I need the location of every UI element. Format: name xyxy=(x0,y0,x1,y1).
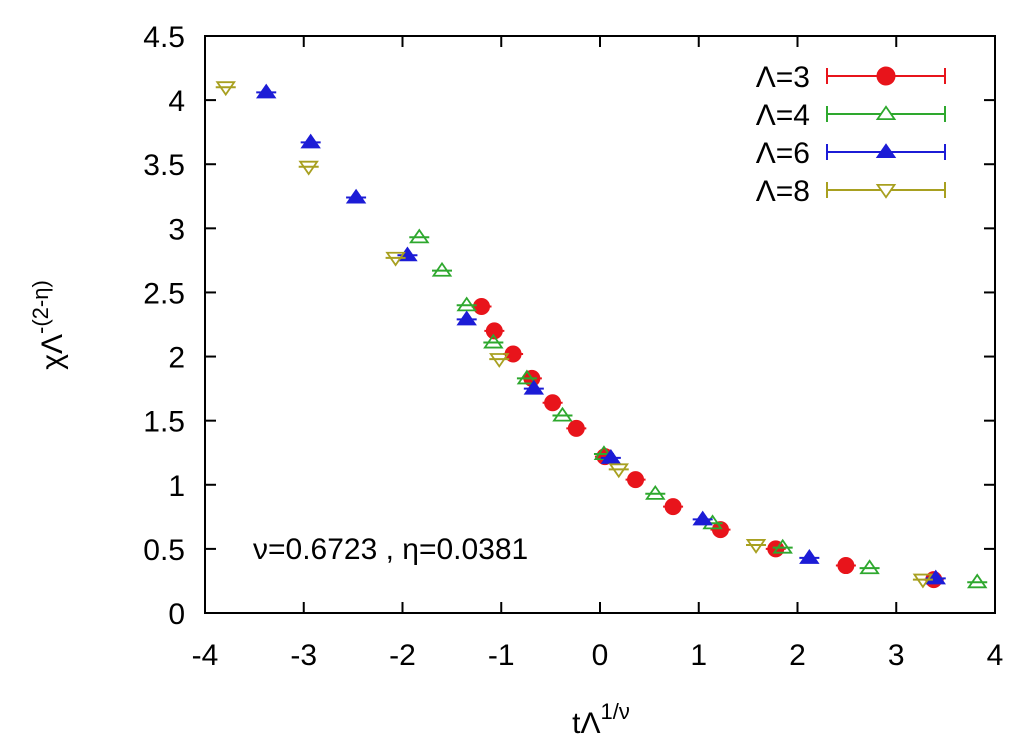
plot-border xyxy=(204,35,996,614)
legend-label: Λ=4 xyxy=(756,99,810,132)
data-point xyxy=(544,394,562,412)
data-point xyxy=(600,449,622,464)
data-point xyxy=(409,228,430,244)
data-point xyxy=(456,310,477,326)
y-tick-label: 0 xyxy=(168,598,185,631)
y-tick-label: 4.5 xyxy=(143,21,185,54)
y-tick-label: 1 xyxy=(168,470,185,503)
data-point xyxy=(215,81,236,97)
data-point xyxy=(523,379,545,395)
data-point xyxy=(859,559,880,575)
data-point xyxy=(345,188,367,204)
x-tick-label: 3 xyxy=(888,639,905,672)
y-tick-label: 2 xyxy=(168,342,185,375)
legend-marker xyxy=(875,143,897,159)
x-tick-label: -1 xyxy=(488,639,515,672)
y-tick-label: 4 xyxy=(168,85,185,118)
data-point xyxy=(692,510,713,526)
legend-sample xyxy=(826,105,946,122)
x-tick-label: 4 xyxy=(987,639,1004,672)
data-point xyxy=(711,521,729,539)
data-point xyxy=(485,322,503,340)
y-tick-label: 3.5 xyxy=(143,149,185,182)
legend-label: Λ=3 xyxy=(756,61,810,94)
legend-sample xyxy=(826,66,946,86)
data-point xyxy=(256,83,277,99)
data-point xyxy=(799,549,820,564)
y-tick-label: 1.5 xyxy=(143,406,185,439)
data-point xyxy=(664,498,682,516)
legend: Λ=3 Λ=4 Λ=6 Λ=8 xyxy=(756,61,946,208)
x-axis-title: tΛ1/ν xyxy=(572,699,630,740)
x-axis-title-superscript: 1/ν xyxy=(601,699,630,724)
data-point xyxy=(645,484,666,500)
data-point xyxy=(912,573,934,589)
legend-label: Λ=6 xyxy=(756,137,810,170)
data-point xyxy=(967,573,988,589)
legend-sample xyxy=(826,143,946,160)
legend-sample xyxy=(826,182,946,199)
data-point xyxy=(552,406,573,422)
y-axis-title-base: χΛ xyxy=(36,334,69,370)
axis-ticks xyxy=(204,35,996,614)
legend-marker xyxy=(875,183,897,199)
y-tick-label: 3 xyxy=(168,213,185,246)
data-point xyxy=(772,538,793,554)
data-point xyxy=(483,333,504,349)
data-point xyxy=(745,539,767,554)
x-tick-label: 1 xyxy=(690,639,707,672)
data-point xyxy=(298,160,319,176)
series-2 xyxy=(409,228,988,589)
data-point xyxy=(431,261,453,277)
axis-tick-labels: -4 -3 -2 -1 0 1 2 3 4 0 0.5 1 1.5 2 2.5 3 3.5 4 4.5 xyxy=(143,21,1003,672)
x-tick-label: -3 xyxy=(290,639,317,672)
x-tick-label: 0 xyxy=(592,639,609,672)
data-series xyxy=(215,81,988,589)
x-axis-title-base: tΛ xyxy=(572,707,600,740)
series-4 xyxy=(215,81,934,589)
y-axis-title-superscript: -(2-η) xyxy=(28,280,53,334)
legend-marker xyxy=(876,66,896,86)
data-point xyxy=(385,251,406,267)
legend-label: Λ=8 xyxy=(756,175,810,208)
data-point xyxy=(627,471,645,489)
series-3 xyxy=(256,83,946,585)
data-point xyxy=(300,133,321,149)
x-tick-label: -2 xyxy=(389,639,416,672)
data-point xyxy=(473,298,490,316)
data-point xyxy=(489,353,510,368)
y-axis-title: χΛ-(2-η) xyxy=(28,280,69,370)
legend-marker xyxy=(875,105,897,120)
series-1 xyxy=(471,298,944,589)
y-tick-label: 2.5 xyxy=(143,277,185,310)
plot-frame xyxy=(204,35,996,614)
data-point xyxy=(456,296,477,312)
data-point xyxy=(567,419,585,437)
x-tick-label: -4 xyxy=(192,639,219,672)
data-point xyxy=(516,369,538,385)
x-tick-label: 2 xyxy=(789,639,806,672)
fit-parameters-annotation: ν=0.6723 , η=0.0381 xyxy=(253,533,528,566)
data-point xyxy=(608,463,629,479)
data-point xyxy=(837,557,855,575)
y-tick-label: 0.5 xyxy=(143,534,185,567)
